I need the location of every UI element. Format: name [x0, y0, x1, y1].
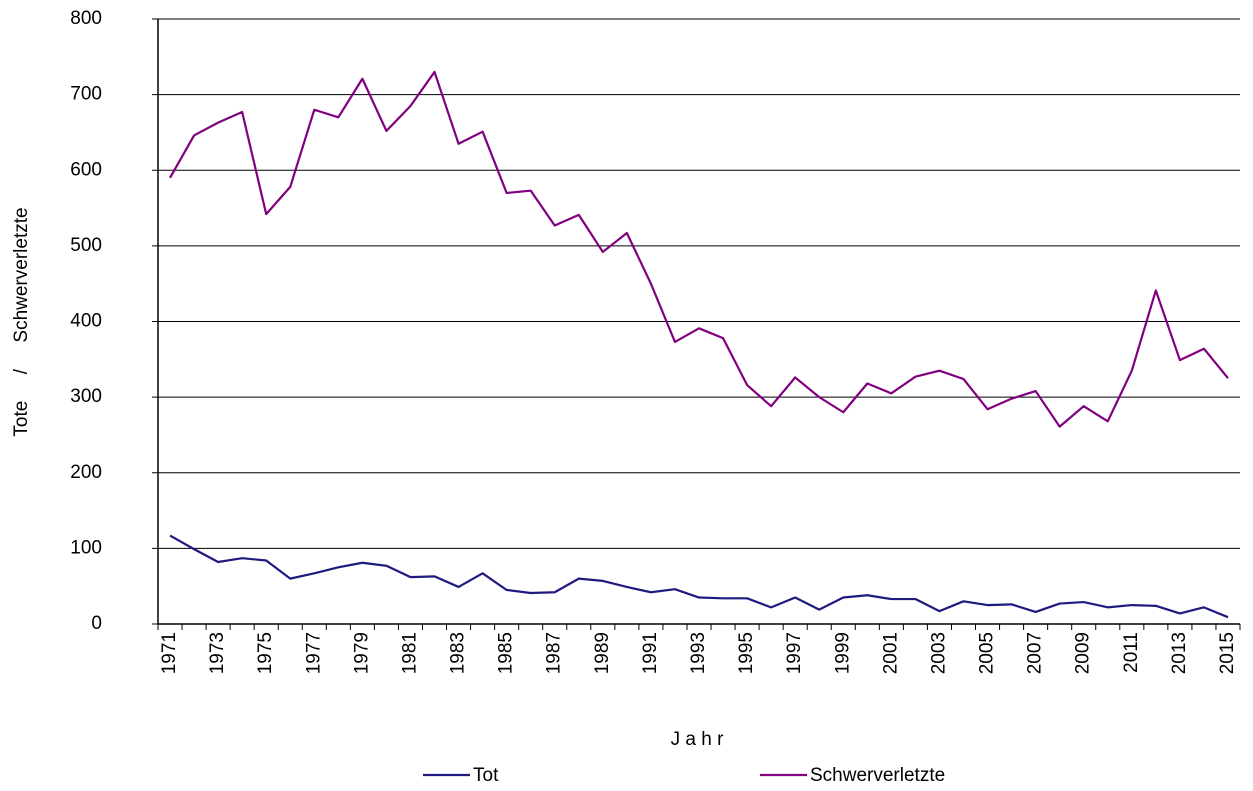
- x-tick-label: 1987: [544, 632, 565, 674]
- x-tick-label: 1975: [255, 632, 276, 674]
- y-tick-label: 0: [91, 613, 102, 634]
- x-tick-label: 1971: [159, 632, 180, 674]
- x-tick-label: 1973: [207, 632, 228, 674]
- x-tick-label: 1999: [832, 632, 853, 674]
- x-tick-label: 2013: [1169, 632, 1190, 674]
- x-tick-label: 2005: [977, 632, 998, 674]
- x-tick-label: 1989: [592, 632, 613, 674]
- x-tick-label: 1979: [351, 632, 372, 674]
- series-line: [169, 534, 1229, 619]
- x-tick-label: 2001: [880, 632, 901, 674]
- x-tick-label: 1993: [688, 632, 709, 674]
- x-tick-label: 1985: [496, 632, 517, 674]
- x-tick-label: 1991: [640, 632, 661, 674]
- x-tick-label: 1977: [303, 632, 324, 674]
- y-tick-label: 500: [70, 235, 102, 256]
- legend-label: Tot: [473, 765, 499, 786]
- x-tick-label: 2009: [1073, 632, 1094, 674]
- y-tick-label: 100: [70, 537, 102, 558]
- x-tick-label: 2011: [1121, 632, 1142, 673]
- legend-label: Schwerverletzte: [810, 765, 945, 786]
- y-axis-title: Tote / Schwerverletzte: [11, 207, 32, 436]
- x-axis-title: J a h r: [671, 729, 724, 750]
- y-tick-label: 600: [70, 159, 102, 180]
- x-tick-label: 1995: [736, 632, 757, 674]
- x-tick-label: 2007: [1025, 632, 1046, 674]
- x-tick-label: 1983: [448, 632, 469, 674]
- x-tick-label: 2003: [928, 632, 949, 674]
- y-tick-label: 300: [70, 386, 102, 407]
- y-tick-label: 700: [70, 84, 102, 105]
- y-tick-label: 400: [70, 311, 102, 332]
- x-tick-label: 2015: [1217, 632, 1238, 674]
- x-tick-label: 1981: [399, 632, 420, 674]
- x-tick-label: 1997: [784, 632, 805, 674]
- y-tick-label: 800: [70, 8, 102, 29]
- y-tick-label: 200: [70, 462, 102, 483]
- series-line: [169, 70, 1229, 428]
